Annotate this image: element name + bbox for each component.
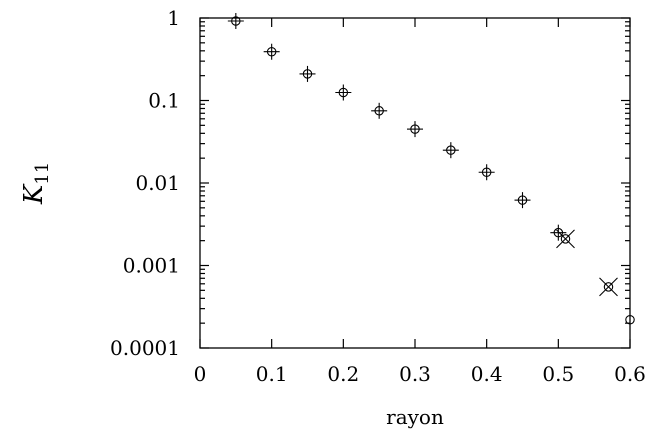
x-tick-label: 0.1 — [256, 362, 288, 386]
data-point — [478, 164, 495, 181]
y-axis-label: K11 — [19, 162, 53, 205]
y-tick-labels: 1 0.1 0.01 0.001 0.0001 — [110, 6, 180, 360]
x-tick-label: 0 — [194, 362, 207, 386]
y-tick-label: 0.1 — [148, 89, 180, 113]
data-point — [550, 224, 567, 241]
point-cross-b — [599, 277, 618, 297]
plot-area: 0 0.1 0.2 0.3 0.4 0.5 0.6 1 0.1 0.01 0.001 0.0001 — [110, 6, 646, 386]
axis-ticks — [199, 17, 631, 349]
plot-frame — [199, 17, 631, 349]
y-tick-label: 1 — [167, 6, 180, 30]
data-point — [407, 121, 423, 138]
y-tick-label: 0.01 — [135, 171, 180, 195]
y-tick-label: 0.001 — [123, 254, 180, 278]
point-circle — [560, 234, 571, 244]
x-tick-label: 0.2 — [327, 362, 359, 386]
data-point — [442, 142, 459, 159]
data-point — [556, 229, 575, 249]
data-point — [599, 277, 618, 297]
y-axis-label-main: K — [19, 183, 49, 205]
point-circle — [625, 315, 635, 325]
point-cross-b — [556, 229, 575, 249]
data-points — [227, 12, 635, 325]
data-point — [371, 102, 388, 119]
point-circle — [603, 282, 614, 292]
data-point — [263, 43, 280, 60]
x-tick-labels: 0 0.1 0.2 0.3 0.4 0.5 0.6 — [194, 362, 646, 386]
x-tick-label: 0.4 — [471, 362, 503, 386]
x-axis-label: rayon — [386, 405, 444, 429]
data-point — [625, 315, 635, 325]
x-tick-label: 0.5 — [542, 362, 574, 386]
data-point — [227, 12, 244, 29]
x-tick-label: 0.6 — [614, 362, 646, 386]
data-point — [335, 84, 352, 101]
x-tick-label: 0.3 — [399, 362, 431, 386]
y-tick-label: 0.0001 — [110, 336, 180, 360]
data-point — [299, 65, 316, 82]
y-axis-label-subscript: 11 — [32, 162, 53, 185]
data-point — [514, 192, 531, 209]
